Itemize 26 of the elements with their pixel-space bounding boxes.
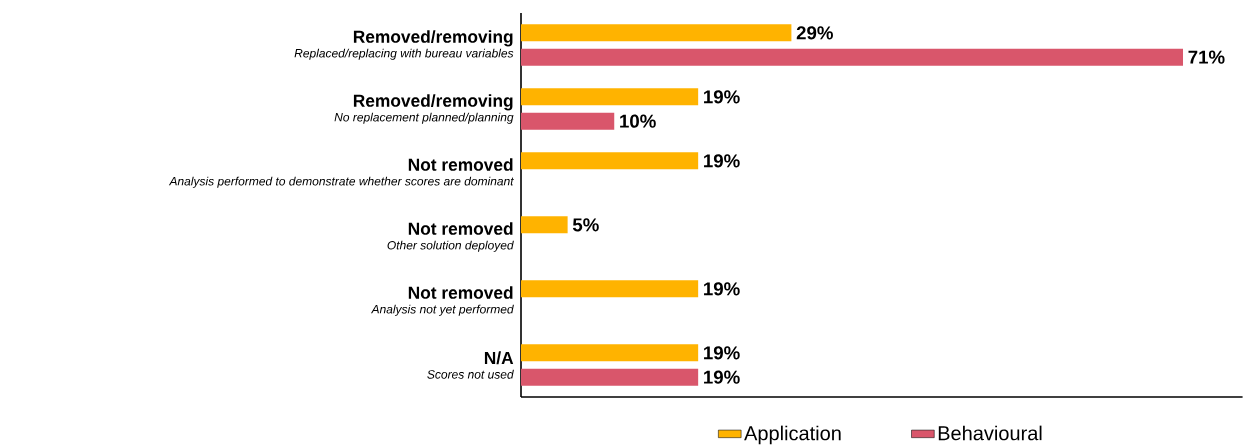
bar — [521, 344, 699, 362]
data-label: 19% — [704, 90, 740, 104]
legend-label: Application — [744, 425, 841, 445]
y-tick-label: Not removed Other solution deployed — [387, 221, 514, 252]
y-tick-label: Not removed Analysis not yet performed — [370, 285, 514, 316]
data-label: 19% — [704, 281, 740, 296]
data-label: 19% — [704, 345, 740, 360]
data-label: 5% — [572, 218, 599, 232]
data-label: 19% — [704, 370, 740, 384]
bar — [521, 24, 792, 42]
legend-label: Behavioural — [938, 425, 1042, 441]
bar — [521, 112, 615, 130]
data-label: 71% — [1188, 50, 1225, 64]
bar — [521, 368, 699, 386]
data-label: 10% — [620, 114, 656, 128]
bar — [521, 280, 699, 298]
data-label: 19% — [704, 154, 740, 168]
bar — [521, 48, 1183, 66]
data-label: 29% — [796, 26, 833, 40]
y-tick-label: Removed/removing Replaced/replacing with bureau variables — [294, 29, 514, 60]
bar — [521, 152, 699, 170]
y-tick-label: Removed/removing No replacement planned/planning — [334, 93, 514, 124]
bar — [521, 216, 568, 234]
y-tick-label: Not removed Analysis performed to demonstrate whether scores are dominant — [168, 157, 514, 188]
bar — [521, 88, 699, 106]
y-tick-label: N/A Scores not used — [427, 351, 514, 379]
